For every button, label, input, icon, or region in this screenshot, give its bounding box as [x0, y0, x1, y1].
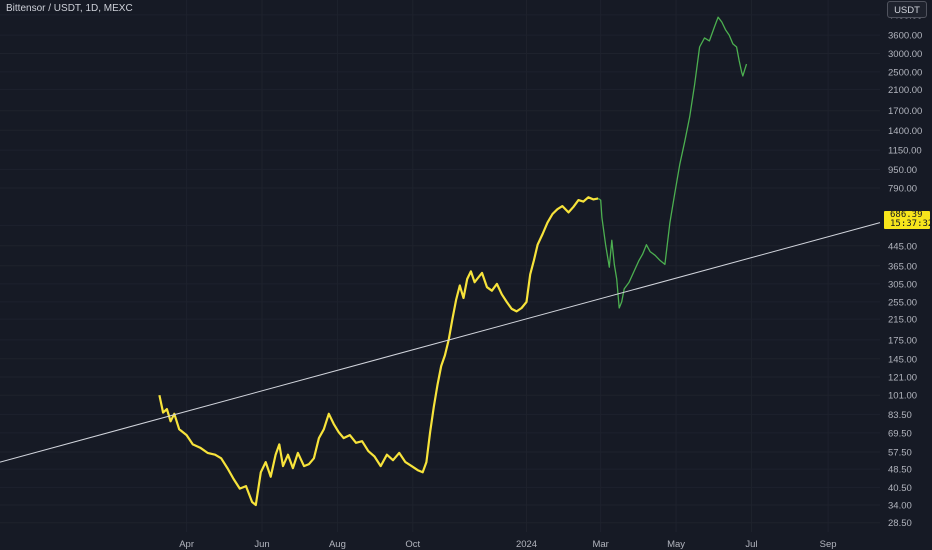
y-tick-label: 1700.00: [888, 106, 922, 117]
symbol-title[interactable]: Bittensor / USDT, 1D, MEXC: [6, 3, 133, 14]
y-tick-label: 3600.00: [888, 31, 922, 42]
y-tick-label: 215.00: [888, 315, 917, 326]
y-tick-label: 365.00: [888, 261, 917, 272]
bar-countdown: 15:37:32: [890, 219, 932, 229]
x-tick-label: Oct: [405, 539, 420, 550]
price-series: [158, 16, 748, 507]
horizontal-gridlines: [0, 14, 880, 524]
y-tick-label: 69.50: [888, 428, 912, 439]
y-tick-label: 2500.00: [888, 67, 922, 78]
y-tick-label: 1150.00: [888, 146, 922, 157]
y-tick-label: 2100.00: [888, 85, 922, 96]
x-tick-label: Apr: [179, 539, 194, 550]
last-price-value: 686.39: [890, 210, 923, 220]
last-price-label: 686.39 15:37:32: [884, 210, 932, 229]
y-tick-label: 3000.00: [888, 49, 922, 60]
x-tick-label: Sep: [820, 539, 837, 550]
x-tick-label: Jun: [254, 539, 269, 550]
y-tick-label: 101.00: [888, 391, 917, 402]
y-tick-label: 950.00: [888, 165, 917, 176]
x-tick-label: May: [667, 539, 685, 550]
y-tick-label: 121.00: [888, 373, 917, 384]
y-tick-label: 40.50: [888, 483, 912, 494]
x-tick-label: Mar: [592, 539, 608, 550]
x-tick-label: Aug: [329, 539, 346, 550]
price-line-yellow: [158, 196, 599, 507]
y-tick-label: 175.00: [888, 335, 917, 346]
y-tick-label: 445.00: [888, 241, 917, 252]
y-tick-label: 790.00: [888, 183, 917, 194]
y-tick-label: 28.50: [888, 518, 912, 529]
price-line-green: [597, 16, 748, 309]
y-tick-label: 34.00: [888, 500, 912, 511]
y-tick-label: 57.50: [888, 448, 912, 459]
y-tick-label: 145.00: [888, 354, 917, 365]
y-tick-label: 48.50: [888, 465, 912, 476]
x-tick-label: 2024: [516, 539, 537, 550]
y-tick-label: 255.00: [888, 297, 917, 308]
trendline[interactable]: [0, 222, 881, 463]
y-tick-label: 1400.00: [888, 126, 922, 137]
y-tick-label: 83.50: [888, 410, 912, 421]
currency-badge[interactable]: USDT: [887, 1, 927, 18]
price-axis[interactable]: 28.50 34.00 40.50 48.50 57.50 69.50 83.50 101.0…: [888, 10, 922, 529]
x-tick-label: Jul: [745, 539, 757, 550]
time-axis[interactable]: Apr Jun Aug Oct 2024 Mar May Jul Sep: [179, 539, 836, 550]
y-tick-label: 305.00: [888, 279, 917, 290]
